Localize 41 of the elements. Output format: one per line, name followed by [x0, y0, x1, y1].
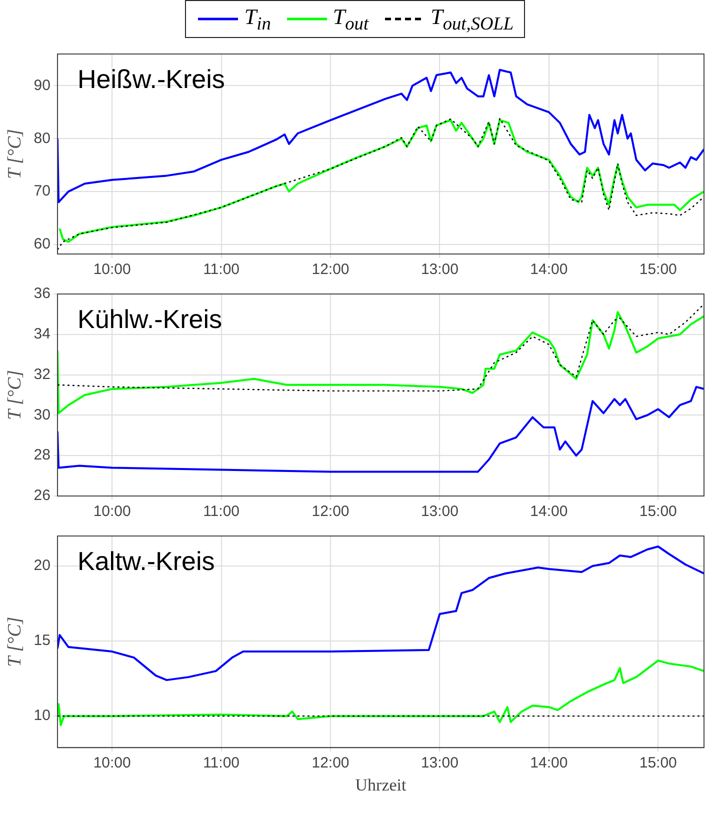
y-tick-label: 28 — [34, 447, 50, 464]
y-tick-label: 90 — [34, 77, 50, 94]
x-tick-label: 11:00 — [203, 504, 240, 521]
y-tick-label: 32 — [34, 366, 50, 384]
x-tick-label: 12:00 — [312, 262, 350, 279]
x-axis-title: Uhrzeit — [355, 776, 406, 795]
y-tick-label: 15 — [34, 632, 50, 650]
y-tick-label: 70 — [34, 183, 50, 200]
y-tick-label: 30 — [34, 406, 50, 424]
y-tick-label: 80 — [34, 130, 50, 148]
x-tick-label: 11:00 — [203, 262, 240, 279]
y-tick-label: 36 — [34, 286, 50, 303]
x-tick-label: 12:00 — [312, 755, 350, 772]
x-tick-label: 10:00 — [93, 755, 131, 772]
y-tick-label: 20 — [34, 558, 50, 575]
y-axis-title: T [°C] — [4, 129, 26, 180]
x-tick-label: 15:00 — [639, 262, 677, 279]
legend-label: T$_{in}$ — [244, 4, 271, 34]
x-tick-label: 13:00 — [420, 504, 458, 521]
x-tick-label: 10:00 — [93, 504, 131, 521]
y-axis-title: T [°C] — [4, 617, 26, 668]
legend-label: T$_{out}$ — [332, 4, 369, 34]
y-tick-label: 10 — [34, 708, 50, 725]
x-tick-label: 15:00 — [639, 504, 677, 521]
chart-title: Heißw.-Kreis — [77, 64, 225, 95]
x-tick-label: 13:00 — [420, 755, 458, 772]
x-tick-label: 14:00 — [530, 262, 568, 279]
x-tick-label: 10:00 — [93, 262, 131, 279]
chart-title: Kühlw.-Kreis — [77, 304, 222, 335]
y-tick-label: 60 — [34, 236, 50, 254]
x-tick-label: 14:00 — [530, 755, 568, 772]
x-tick-label: 12:00 — [312, 504, 350, 521]
x-tick-label: 11:00 — [203, 755, 240, 772]
y-tick-label: 26 — [34, 488, 50, 505]
x-tick-label: 14:00 — [530, 504, 568, 521]
legend-label: T$_{out,SOLL}$ — [430, 4, 514, 34]
x-tick-label: 13:00 — [420, 262, 458, 279]
chart-title: Kaltw.-Kreis — [77, 546, 215, 577]
y-axis-title: T [°C] — [4, 370, 26, 420]
y-tick-label: 34 — [34, 326, 50, 343]
x-tick-label: 15:00 — [639, 755, 677, 772]
